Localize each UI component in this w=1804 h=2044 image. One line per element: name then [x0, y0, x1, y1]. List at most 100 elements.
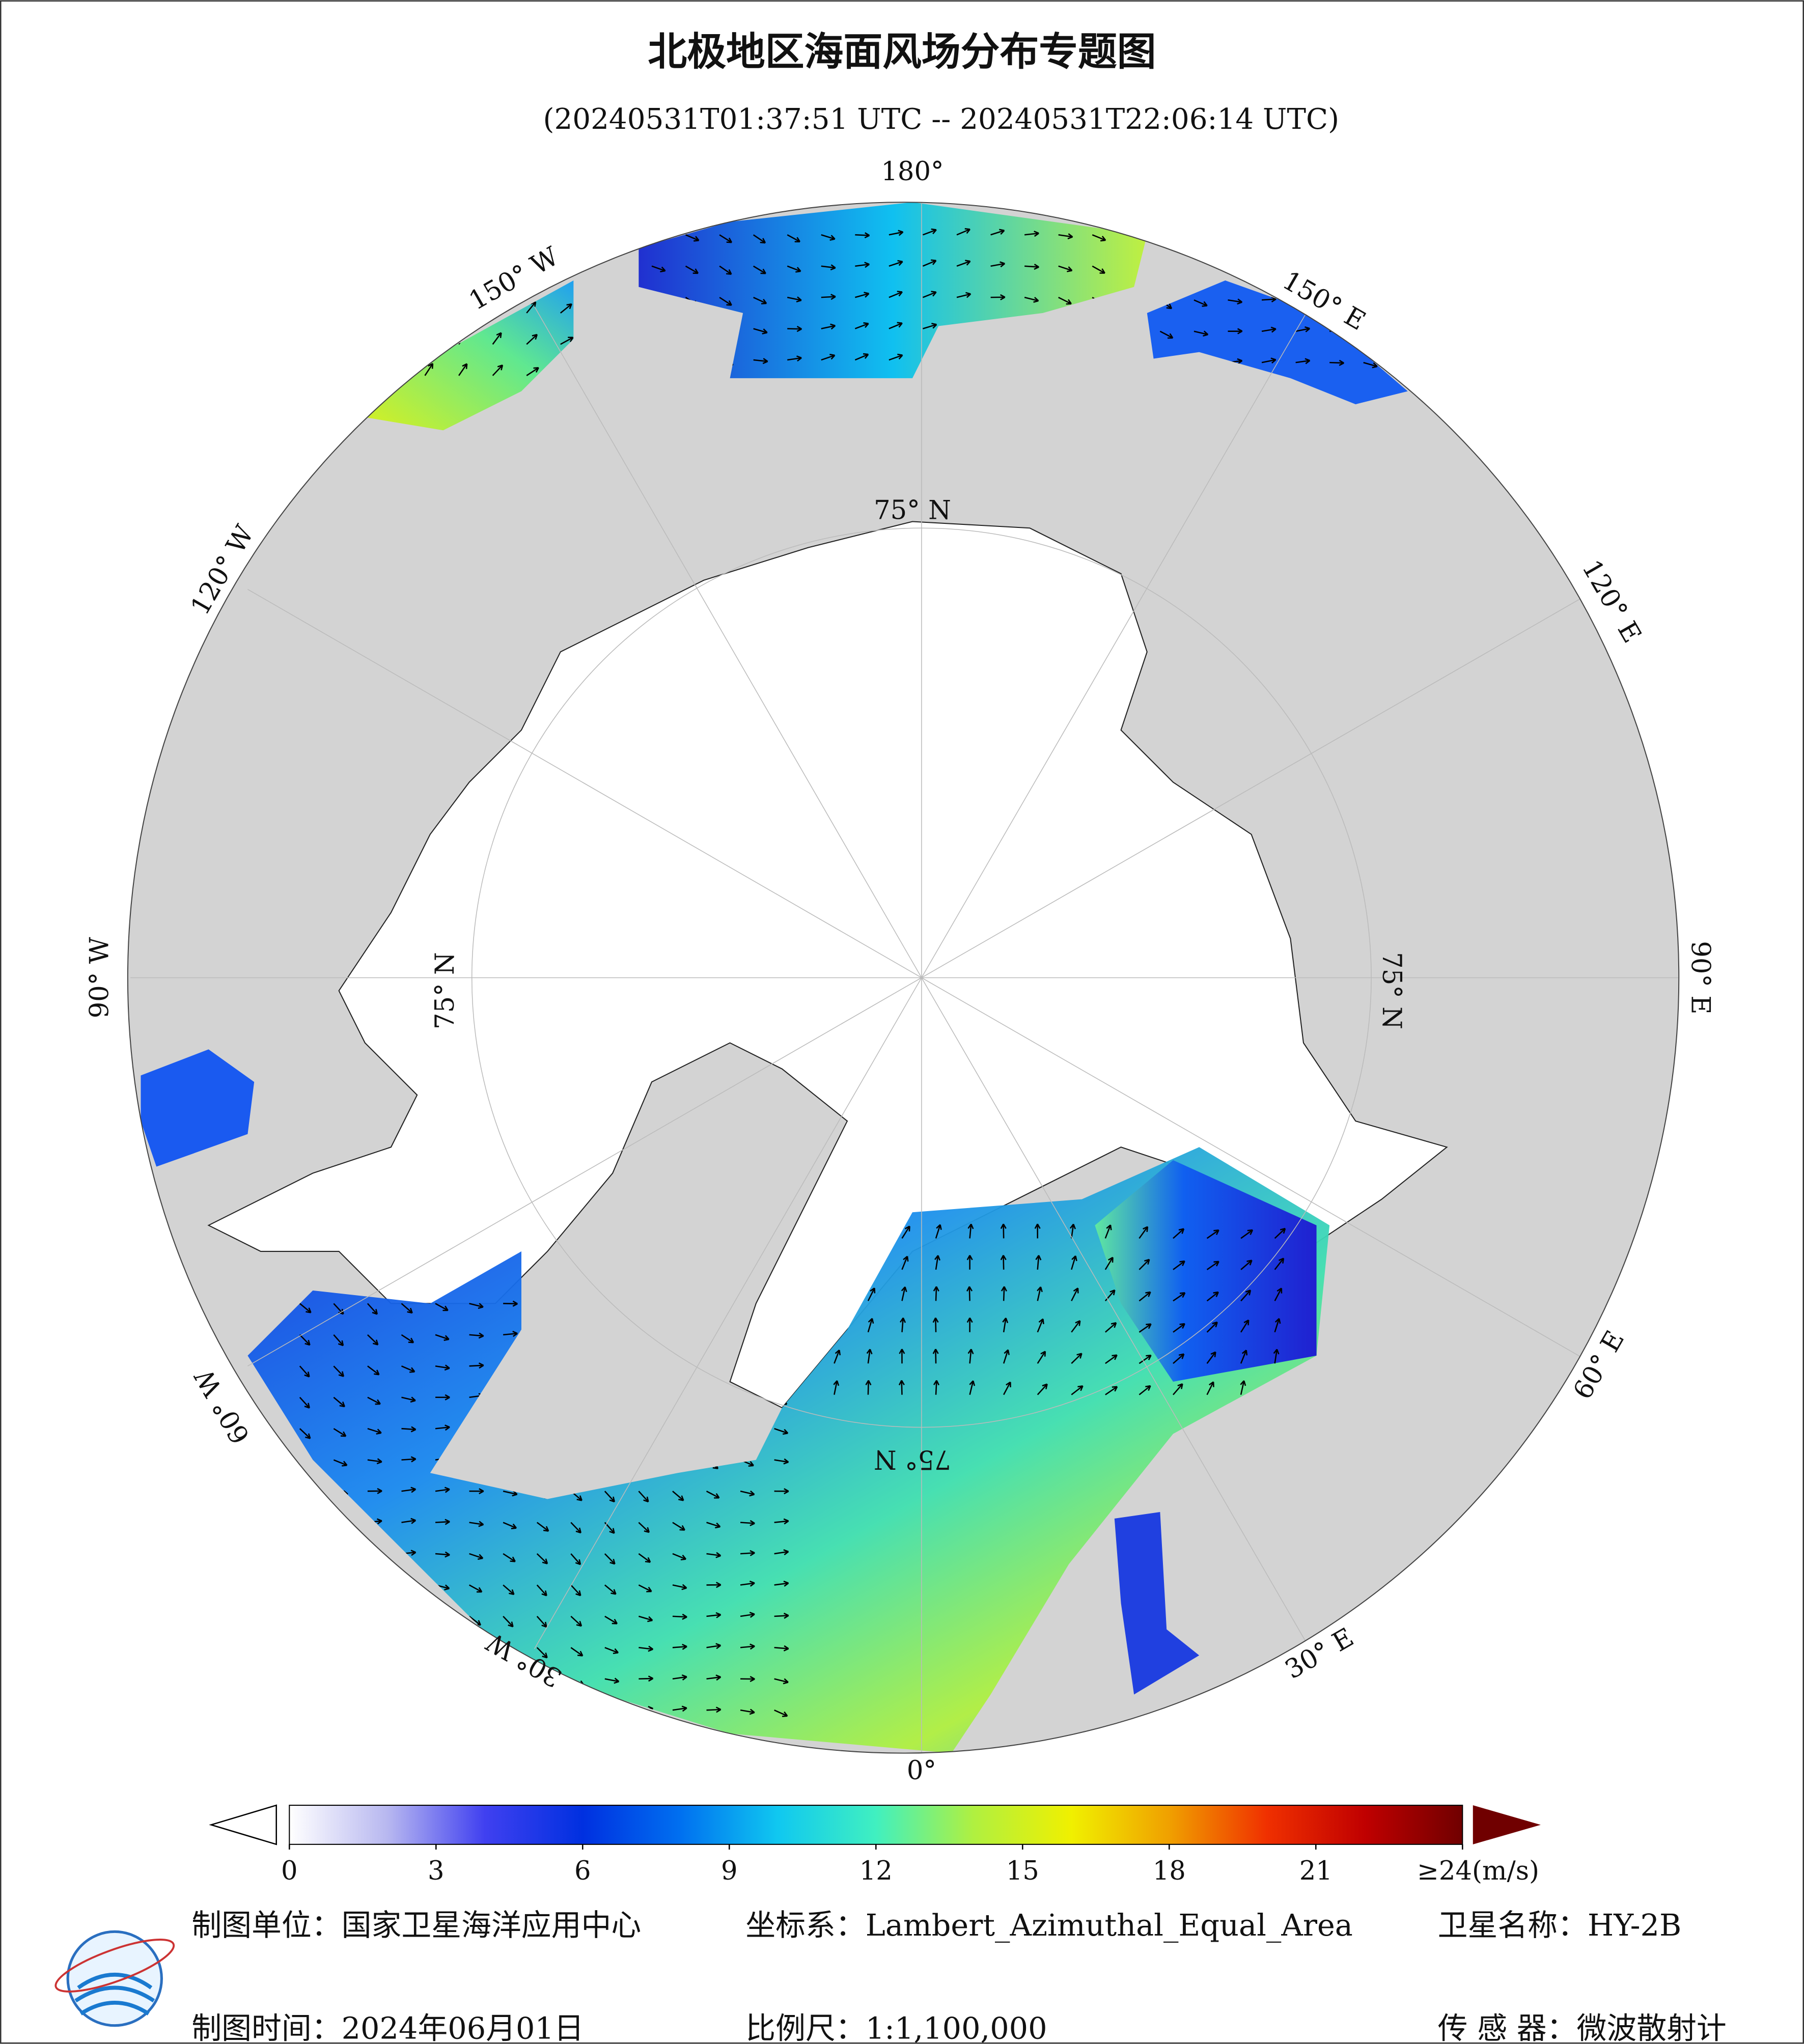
wind-arrow: [458, 300, 468, 314]
wind-arrow: [367, 1396, 381, 1405]
wind-arrow: [672, 1522, 685, 1531]
wind-arrow: [719, 234, 733, 243]
wind-arrow: [299, 1522, 314, 1528]
map-border: [127, 202, 1680, 1754]
wind-arrow: [333, 1334, 344, 1347]
wind-arrow: [401, 1710, 413, 1720]
wind-arrow: [1206, 1381, 1214, 1395]
footer-projection: 坐标系：Lambert_Azimuthal_Equal_Area: [745, 1908, 1353, 1943]
colorbar-tick-label: 21: [1299, 1856, 1333, 1886]
footer: 制图单位：国家卫星海洋应用中心 坐标系：Lambert_Azimuthal_Eq…: [54, 1908, 1727, 2044]
wind-arrow: [536, 1522, 549, 1532]
wind-arrow: [867, 1318, 874, 1333]
wind-arrow: [672, 1643, 687, 1650]
wind-arrow: [651, 233, 667, 240]
wind-arrow: [990, 229, 1005, 236]
wind-arrow: [1274, 1227, 1286, 1239]
lat-label: 75° N: [874, 495, 951, 526]
colorbar-tick-label: 12: [859, 1856, 893, 1886]
wind-arrow: [435, 1334, 450, 1341]
wind-arrow: [1037, 1286, 1043, 1301]
wind-arrow: [672, 1491, 684, 1501]
wind-arrow: [933, 1380, 940, 1395]
wind-arrow: [956, 292, 972, 298]
wind-arrow: [969, 1380, 976, 1395]
wind-arrow: [706, 1706, 721, 1713]
wind-arrow: [821, 294, 836, 300]
wind-arrow: [468, 1678, 480, 1690]
footer-sensor: 传 感 器：微波散射计: [1438, 2010, 1727, 2044]
wind-arrow: [299, 1303, 312, 1313]
wind-arrow: [685, 265, 699, 274]
wind-arrow: [889, 322, 903, 329]
wind-field-siberia: [1147, 280, 1408, 405]
wind-arrow: [435, 1303, 449, 1311]
wind-field-atlantic: [247, 1147, 1330, 1753]
wind-arrow: [1139, 1385, 1151, 1395]
wind-arrow: [1071, 1385, 1084, 1395]
wind-arrow: [821, 323, 836, 330]
wind-arrow: [740, 1580, 755, 1587]
wind-arrow: [401, 1365, 415, 1373]
wind-arrow: [492, 365, 504, 376]
wind-arrow: [503, 1331, 518, 1337]
wind-arrow: [570, 1615, 582, 1627]
wind-arrow: [956, 228, 970, 236]
wind-arrow: [774, 1580, 789, 1587]
wind-arrow: [706, 1582, 721, 1588]
wind-arrow: [401, 1615, 417, 1621]
wind-field-pacific: [639, 202, 1147, 378]
wind-arrow: [1024, 296, 1039, 303]
wind-arrow: [1139, 1258, 1150, 1270]
wind-arrow: [719, 297, 732, 306]
wind-arrow: [854, 322, 869, 329]
wind-arrow: [299, 1674, 315, 1681]
wind-arrow: [821, 353, 836, 361]
wind-arrow: [424, 332, 434, 345]
wind-arrow: [570, 1584, 581, 1597]
wind-arrow: [299, 1334, 311, 1346]
colorbar-tick-label: 15: [1006, 1856, 1039, 1886]
wind-arrow: [706, 1643, 721, 1649]
wind-arrow: [753, 328, 768, 334]
wind-arrow: [753, 265, 766, 274]
wind-arrow: [740, 1709, 755, 1715]
wind-arrow: [1058, 265, 1073, 272]
wind-arrow: [503, 1615, 514, 1628]
wind-arrow: [334, 1676, 349, 1683]
wind-arrow: [367, 1613, 382, 1619]
wind-arrow: [956, 260, 971, 267]
wind-arrow: [391, 304, 404, 314]
wind-arrow: [1003, 1381, 1011, 1395]
wind-field-hudson: [141, 1049, 255, 1167]
wind-arrow: [468, 1584, 483, 1593]
wind-arrow: [1206, 1351, 1216, 1364]
wind-arrow: [1363, 329, 1378, 335]
wind-arrow: [1071, 1320, 1081, 1333]
wind-arrow: [932, 1349, 939, 1364]
wind-arrow: [889, 230, 904, 236]
wind-arrow: [401, 1487, 417, 1493]
wind-arrow: [638, 1522, 650, 1533]
colorbar-over-arrow: [1473, 1805, 1541, 1844]
wind-arrow: [503, 1553, 516, 1562]
wind-arrow: [889, 291, 903, 298]
wind-arrow: [435, 1615, 449, 1623]
wind-arrow: [401, 1678, 414, 1687]
wind-arrow: [299, 1552, 315, 1558]
colorbar-tick-label: 6: [574, 1856, 591, 1886]
wind-arrow: [469, 1332, 484, 1339]
wind-arrow: [966, 1317, 973, 1332]
sea-ice-ocean: [207, 521, 1448, 1409]
wind-arrow: [740, 1643, 755, 1650]
wind-arrow: [639, 1615, 653, 1622]
wind-arrow: [899, 1349, 905, 1364]
lat-label: 75° N: [1376, 952, 1407, 1029]
wind-arrow: [401, 1647, 415, 1654]
wind-arrow: [1274, 1318, 1281, 1333]
wind-arrow: [1240, 1259, 1253, 1270]
wind-arrow: [299, 1396, 310, 1409]
wind-arrow: [604, 1584, 617, 1595]
wind-arrow: [706, 1674, 721, 1681]
wind-arrow: [1139, 1291, 1151, 1302]
